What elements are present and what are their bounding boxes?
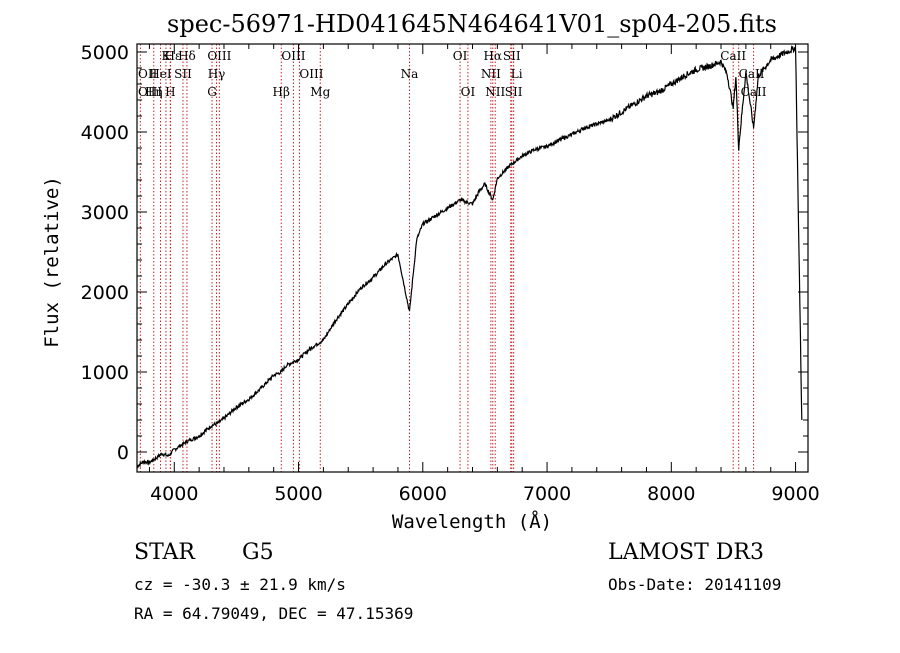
redshift-velocity: cz = -30.3 ± 21.9 km/s: [134, 575, 346, 594]
object-class: STAR: [134, 540, 195, 565]
x-tick-label: 9000: [771, 483, 819, 505]
chart-title: spec-56971-HD041645N464641V01_sp04-205.f…: [167, 10, 777, 38]
line-label: Hδ: [178, 49, 196, 63]
line-label: Na: [401, 67, 419, 81]
line-label: Hα: [483, 49, 502, 63]
line-label: OI: [461, 85, 476, 99]
y-tick-label: 4000: [81, 122, 129, 144]
x-tick-label: 5000: [274, 483, 322, 505]
line-label: CaII: [720, 49, 746, 63]
y-axis-label: Flux (relative): [41, 176, 63, 348]
line-label: OI: [453, 49, 468, 63]
line-label: NII: [481, 67, 501, 81]
line-label: Mg: [310, 85, 330, 99]
line-label: SII: [174, 67, 192, 81]
object-subclass: G5: [242, 540, 274, 565]
line-label: G: [207, 85, 217, 99]
line-label: CaII: [741, 85, 767, 99]
x-tick-label: 7000: [523, 483, 571, 505]
x-axis-label: Wavelength (Å): [392, 510, 552, 533]
line-label: OIII: [299, 67, 323, 81]
flux-series-line: [136, 45, 803, 469]
line-label: HeI: [149, 67, 172, 81]
reference-lines: [139, 44, 755, 472]
ra-dec-coordinates: RA = 64.79049, DEC = 47.15369: [134, 604, 414, 623]
line-label: NII: [485, 85, 505, 99]
line-label: Hε: [165, 49, 182, 63]
y-tick-label: 3000: [81, 202, 129, 224]
x-tick-label: 8000: [647, 483, 695, 505]
line-label: OII: [138, 67, 158, 81]
line-label: H: [165, 85, 175, 99]
x-tick-label: 4000: [150, 483, 198, 505]
y-axis-ticks: 0 1000 2000 3000 4000 5000: [81, 42, 808, 464]
y-tick-label: 1000: [81, 362, 129, 384]
y-tick-label: 0: [117, 442, 129, 464]
y-tick-label: 5000: [81, 42, 129, 64]
y-tick-label: 2000: [81, 282, 129, 304]
line-label: Hγ: [208, 67, 226, 81]
x-axis-ticks: 4000 5000 6000 7000 8000 9000: [148, 44, 820, 505]
line-label: SII: [503, 49, 521, 63]
survey-name: LAMOST DR3: [608, 540, 764, 565]
line-label: SII: [505, 85, 523, 99]
line-label: OIII: [207, 49, 231, 63]
x-tick-label: 6000: [399, 483, 447, 505]
line-label: Li: [511, 67, 523, 81]
line-label: K: [161, 49, 171, 63]
observation-date: Obs-Date: 20141109: [608, 575, 782, 594]
line-label: OIII: [281, 49, 305, 63]
line-label: Hβ: [273, 85, 290, 99]
line-label: OIII: [138, 85, 162, 99]
line-label: Hη: [145, 85, 163, 99]
